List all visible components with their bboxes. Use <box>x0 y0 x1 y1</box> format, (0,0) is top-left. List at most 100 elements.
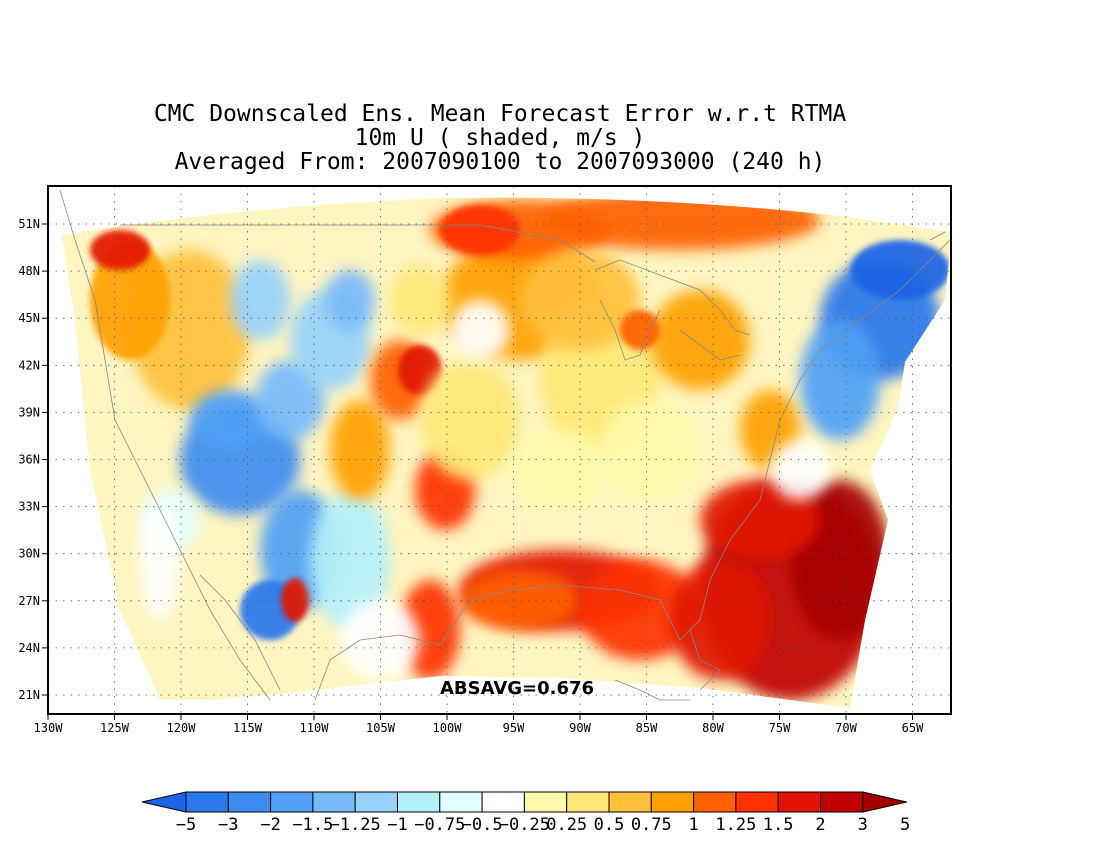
colorbar-swatch <box>397 791 441 813</box>
field-blob <box>420 360 520 480</box>
field-blob <box>850 240 950 300</box>
coastline-segment <box>594 259 751 336</box>
colorbar-label: −2 <box>260 815 280 835</box>
colorbar-swatch <box>523 791 568 813</box>
colorbar-swatch <box>820 791 864 813</box>
coastline-segment <box>599 299 661 361</box>
field-blob <box>510 430 610 510</box>
colorbar-label: −1 <box>387 815 407 835</box>
coastline-segment <box>689 629 721 691</box>
lon-tick-label: 120W <box>167 721 197 735</box>
coastline-segment <box>679 329 741 361</box>
lon-tick-label: 90W <box>569 721 591 735</box>
colorbar-label: −3 <box>218 815 238 835</box>
field-blob <box>390 265 450 335</box>
colorbar-swatch <box>481 791 525 813</box>
colorbar-label: 3 <box>858 815 868 835</box>
colorbar-swatch <box>777 791 822 813</box>
coastlines <box>59 189 951 701</box>
lon-tick-label: 125W <box>100 721 130 735</box>
lon-tick-label: 100W <box>433 721 463 735</box>
colorbar-label: 1 <box>688 815 698 835</box>
colorbar-label: −0.25 <box>499 815 550 835</box>
coastline-segment <box>929 231 946 241</box>
field-blob <box>770 440 830 500</box>
field-blob <box>230 260 290 340</box>
colorbar-label: −1.5 <box>292 815 333 835</box>
field-blob <box>281 578 309 622</box>
colorbar-label: −1.25 <box>330 815 381 835</box>
colorbar-swatch <box>185 791 229 813</box>
lon-tick-label: 70W <box>835 721 857 735</box>
absavg-label: ABSAVG=0.676 <box>440 678 594 699</box>
lat-tick-label: 51N <box>18 217 40 231</box>
lat-tick-label: 33N <box>18 500 40 514</box>
colorbar: −5 −3 −2 −1.5−1.25 −1 −0.75−0.5−0.250.25 0.5 0.… <box>141 791 910 835</box>
lon-tick-label: 95W <box>503 721 525 735</box>
colorbar-label: 1.5 <box>763 815 794 835</box>
field-blob <box>620 310 660 350</box>
colorbar-label: 0.25 <box>546 815 587 835</box>
colorbar-label: 1.25 <box>715 815 756 835</box>
colorbar-swatch <box>439 791 483 813</box>
lon-tick-label: 115W <box>233 721 263 735</box>
coastline-segment <box>120 224 596 263</box>
colorbar-swatch <box>608 791 652 813</box>
colorbar-arrow-high <box>862 791 907 813</box>
colorbar-swatch <box>566 791 610 813</box>
coastline-segment <box>614 679 690 701</box>
lon-tick-labels: 130W 125W 120W 115W 110W 105W 100W 95W 90W 85W 80W… <box>34 714 924 735</box>
field-blob <box>650 290 750 390</box>
lon-tick-label: 85W <box>636 721 658 735</box>
shaded-field <box>62 197 951 708</box>
lon-tick-label: 130W <box>34 721 64 735</box>
lon-tick-label: 110W <box>300 721 330 735</box>
lat-tick-label: 42N <box>18 358 40 372</box>
field-blob <box>800 320 880 440</box>
lat-tick-label: 39N <box>18 405 40 419</box>
lat-tick-label: 27N <box>18 594 40 608</box>
map-frame <box>47 185 952 715</box>
coastline-segment <box>199 574 281 691</box>
field-blob <box>460 570 580 630</box>
title-line-3: Averaged From: 2007090100 to 2007093000 … <box>174 149 826 175</box>
colorbar-swatch <box>735 791 779 813</box>
field-blob <box>330 400 390 500</box>
field-blob <box>140 500 180 620</box>
field-blob <box>670 560 770 680</box>
lon-tick-label: 105W <box>366 721 396 735</box>
field-blob <box>310 490 390 630</box>
field-blob <box>600 400 700 500</box>
field-blob <box>325 270 375 330</box>
field-blob <box>340 600 420 680</box>
colorbar-swatch <box>312 791 356 813</box>
lon-tick-label: 65W <box>902 721 924 735</box>
colorbar-label: −0.5 <box>462 815 503 835</box>
colorbar-swatch <box>270 791 314 813</box>
field-blob <box>190 390 270 450</box>
lat-tick-label: 21N <box>18 688 40 702</box>
title-line-2: 10m U ( shaded, m/s ) <box>354 125 646 151</box>
lat-tick-label: 45N <box>18 311 40 325</box>
colorbar-label: 0.75 <box>631 815 672 835</box>
field-blob <box>580 560 700 660</box>
field-blob <box>90 240 170 360</box>
field-blob <box>450 300 510 360</box>
lat-tick-labels: 51N 48N 45N 42N 39N 36N 33N 30N 27N 24N 21N <box>18 217 48 702</box>
colorbar-label: 0.5 <box>594 815 625 835</box>
lat-tick-label: 48N <box>18 264 40 278</box>
lat-tick-label: 30N <box>18 547 40 561</box>
field-blob <box>90 230 150 270</box>
coastline-segment <box>59 189 271 701</box>
title-line-1: CMC Downscaled Ens. Mean Forecast Error … <box>153 101 847 127</box>
colorbar-swatch <box>693 791 737 813</box>
colorbar-label: 2 <box>815 815 825 835</box>
chart-title: CMC Downscaled Ens. Mean Forecast Error … <box>0 102 1000 174</box>
lon-tick-label: 75W <box>769 721 791 735</box>
colorbar-swatch <box>227 791 272 813</box>
colorbar-swatch <box>354 791 399 813</box>
lat-tick-label: 36N <box>18 453 40 467</box>
colorbar-arrow-low <box>141 791 187 813</box>
